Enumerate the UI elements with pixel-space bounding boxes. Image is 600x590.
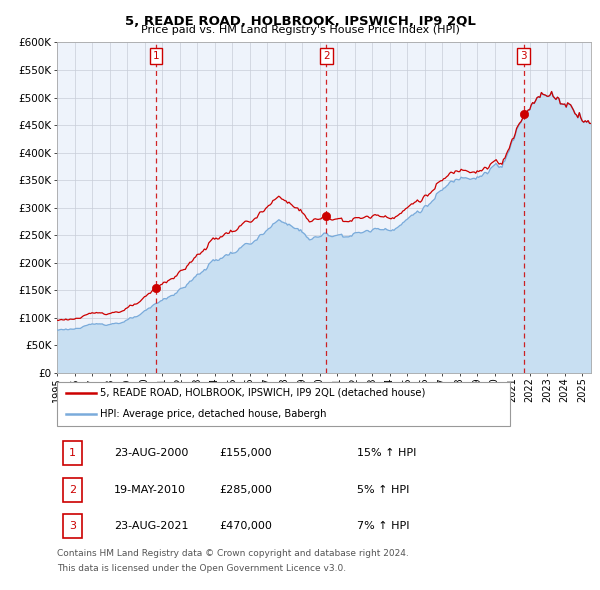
Text: 5% ↑ HPI: 5% ↑ HPI bbox=[357, 485, 409, 494]
Text: 5, READE ROAD, HOLBROOK, IPSWICH, IP9 2QL: 5, READE ROAD, HOLBROOK, IPSWICH, IP9 2Q… bbox=[125, 15, 475, 28]
Text: Price paid vs. HM Land Registry's House Price Index (HPI): Price paid vs. HM Land Registry's House … bbox=[140, 25, 460, 35]
FancyBboxPatch shape bbox=[57, 382, 510, 426]
Text: £155,000: £155,000 bbox=[219, 448, 272, 458]
Text: 1: 1 bbox=[69, 448, 76, 458]
Text: 3: 3 bbox=[69, 522, 76, 531]
Text: £470,000: £470,000 bbox=[219, 522, 272, 531]
Text: HPI: Average price, detached house, Babergh: HPI: Average price, detached house, Babe… bbox=[100, 409, 326, 418]
Text: 2: 2 bbox=[323, 51, 329, 61]
Text: This data is licensed under the Open Government Licence v3.0.: This data is licensed under the Open Gov… bbox=[57, 564, 346, 573]
Text: 19-MAY-2010: 19-MAY-2010 bbox=[114, 485, 186, 494]
Text: £285,000: £285,000 bbox=[219, 485, 272, 494]
Text: 23-AUG-2021: 23-AUG-2021 bbox=[114, 522, 188, 531]
Text: 23-AUG-2000: 23-AUG-2000 bbox=[114, 448, 188, 458]
Text: 2: 2 bbox=[69, 485, 76, 494]
Text: 3: 3 bbox=[520, 51, 527, 61]
Text: 1: 1 bbox=[152, 51, 159, 61]
Text: 5, READE ROAD, HOLBROOK, IPSWICH, IP9 2QL (detached house): 5, READE ROAD, HOLBROOK, IPSWICH, IP9 2Q… bbox=[100, 388, 425, 398]
Text: Contains HM Land Registry data © Crown copyright and database right 2024.: Contains HM Land Registry data © Crown c… bbox=[57, 549, 409, 558]
Text: 15% ↑ HPI: 15% ↑ HPI bbox=[357, 448, 416, 458]
Text: 7% ↑ HPI: 7% ↑ HPI bbox=[357, 522, 409, 531]
